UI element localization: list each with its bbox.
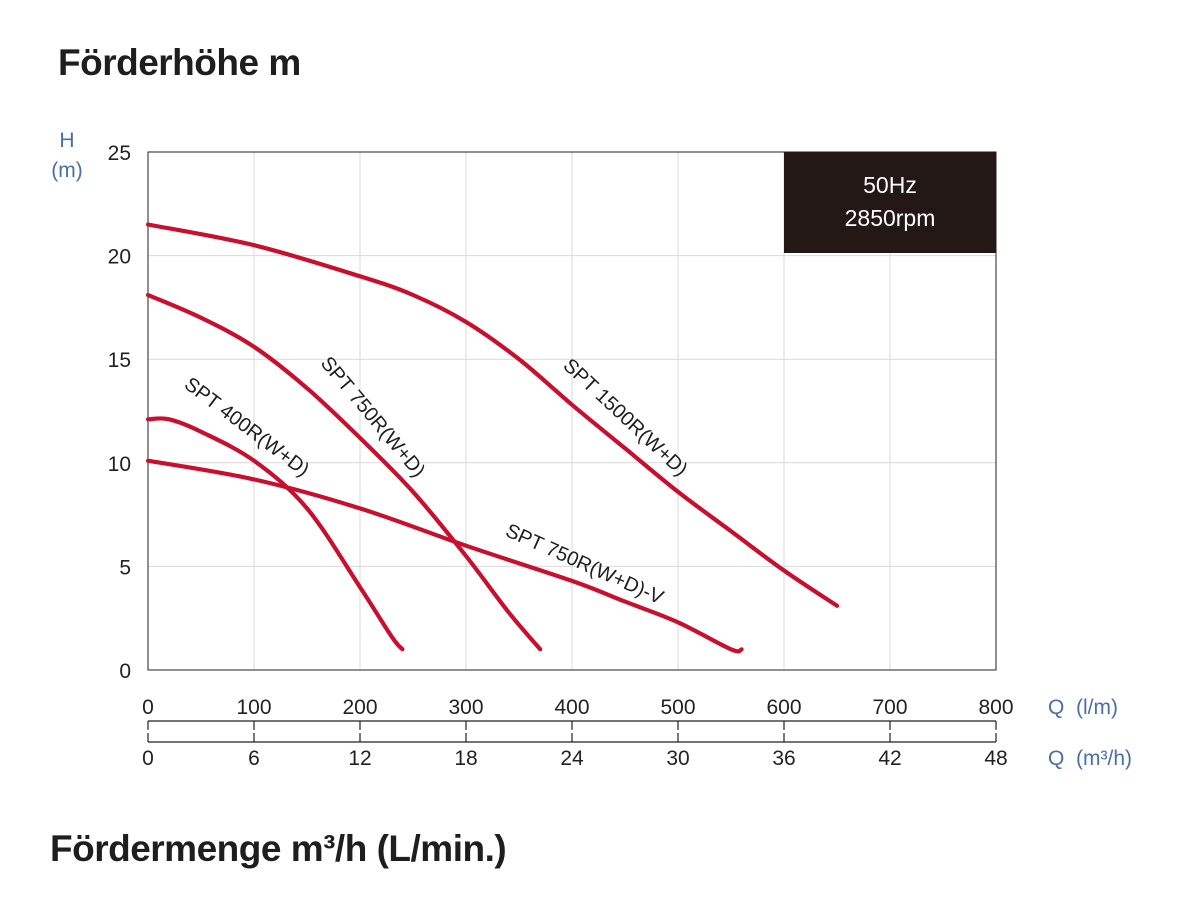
info-box-speed: 2850rpm <box>845 205 936 231</box>
y-axis-tick-labels: 0 5 10 15 20 25 <box>108 142 131 683</box>
y-tick-label: 25 <box>108 142 131 165</box>
x-primary-tick-label: 100 <box>236 696 271 719</box>
x-primary-tick-label: 0 <box>142 696 154 719</box>
curve-series-3 <box>145 458 744 654</box>
y-tick-label: 10 <box>108 453 131 476</box>
y-axis-title: Förderhöhe m <box>58 42 301 83</box>
y-tick-label: 5 <box>119 556 131 579</box>
x-axis-primary: 0 100 200 300 400 500 600 700 800 <box>142 696 1014 730</box>
x-secondary-tick-label: 6 <box>248 747 260 770</box>
x-axis-secondary: 0 6 12 18 24 30 36 42 48 <box>142 733 1008 770</box>
y-axis-label-symbol: H <box>59 129 74 152</box>
curve-series-2 <box>145 292 543 652</box>
x-primary-tick-label: 300 <box>448 696 483 719</box>
x-secondary-tick-label: 30 <box>666 747 689 770</box>
info-box-frequency: 50Hz <box>863 172 917 198</box>
x-primary-tick-label: 700 <box>872 696 907 719</box>
y-tick-label: 15 <box>108 349 131 372</box>
plot-area <box>147 151 997 671</box>
info-box-background <box>784 152 996 253</box>
curve-label-1: SPT 400R(W+D) <box>180 373 313 481</box>
x-secondary-tick-label: 18 <box>454 747 477 770</box>
y-tick-label: 20 <box>108 246 131 269</box>
x-primary-tick-label: 800 <box>978 696 1013 719</box>
info-box: 50Hz 2850rpm <box>784 152 996 253</box>
x-secondary-tick-label: 42 <box>878 747 901 770</box>
x-secondary-tick-label: 36 <box>772 747 795 770</box>
x-secondary-tick-label: 12 <box>348 747 371 770</box>
y-tick-label: 0 <box>119 660 131 683</box>
x-secondary-tick-label: 24 <box>560 747 584 770</box>
x-secondary-tick-label: 0 <box>142 747 154 770</box>
x-axis-title: Fördermenge m³/h (L/min.) <box>50 828 507 869</box>
x-axis-primary-label: Q (l/m) <box>1048 696 1118 719</box>
x-axis-secondary-label: Q (m³/h) <box>1048 747 1132 770</box>
x-primary-tick-label: 200 <box>342 696 377 719</box>
x-secondary-tick-label: 48 <box>984 747 1007 770</box>
y-axis-label-unit: (m) <box>51 159 82 182</box>
pump-curves <box>145 222 840 654</box>
x-primary-tick-label: 400 <box>554 696 589 719</box>
curve-label-4: SPT 1500R(W+D) <box>559 355 692 481</box>
x-primary-tick-label: 600 <box>766 696 801 719</box>
x-primary-tick-label: 500 <box>660 696 695 719</box>
curve-series-4 <box>145 222 840 608</box>
